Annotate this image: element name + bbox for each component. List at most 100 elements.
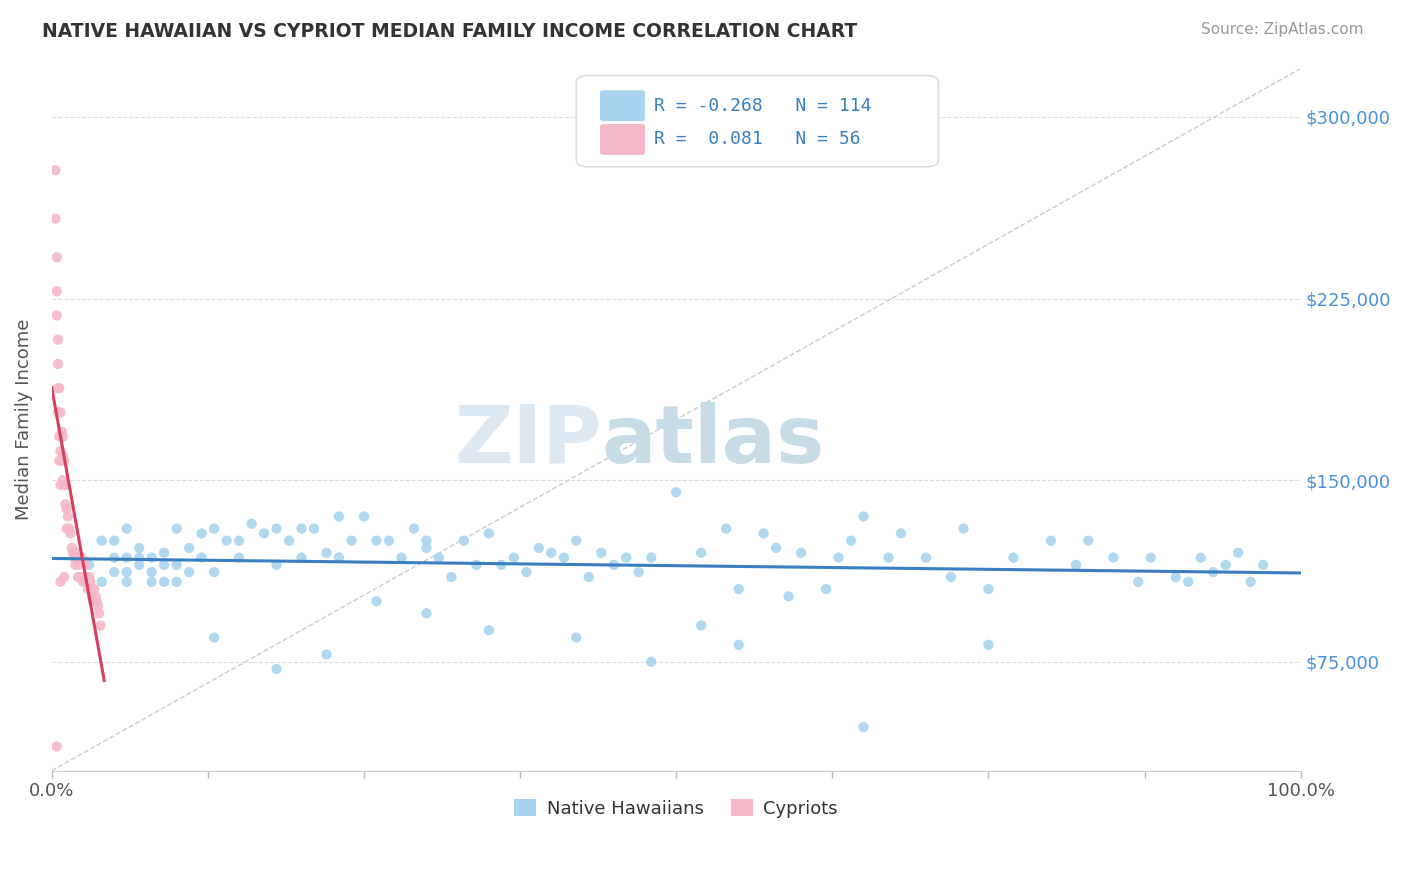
Point xyxy=(48,454,70,468)
Point xyxy=(67,558,90,572)
Text: R = -0.268   N = 114: R = -0.268 N = 114 xyxy=(654,96,872,115)
Point xyxy=(1202,565,1225,579)
Point xyxy=(1177,574,1199,589)
Point xyxy=(1102,550,1125,565)
Point xyxy=(540,546,562,560)
Point xyxy=(565,631,588,645)
Point xyxy=(1164,570,1187,584)
Point xyxy=(952,522,974,536)
Text: atlas: atlas xyxy=(602,401,824,480)
Point xyxy=(115,574,138,589)
Point xyxy=(665,485,688,500)
Point xyxy=(128,541,150,555)
FancyBboxPatch shape xyxy=(576,76,938,167)
Point xyxy=(815,582,838,596)
Point xyxy=(59,526,82,541)
Point xyxy=(202,631,225,645)
Point xyxy=(328,509,350,524)
Point xyxy=(153,574,176,589)
Point xyxy=(591,546,613,560)
Point xyxy=(103,565,125,579)
Point xyxy=(827,550,849,565)
Point xyxy=(46,381,69,395)
Point xyxy=(328,550,350,565)
Point xyxy=(48,429,70,443)
Point xyxy=(60,541,83,555)
Point xyxy=(83,582,105,596)
Point xyxy=(614,550,637,565)
Point xyxy=(527,541,550,555)
Point xyxy=(1215,558,1237,572)
Point xyxy=(44,211,66,226)
Point xyxy=(640,655,662,669)
FancyBboxPatch shape xyxy=(600,124,645,155)
Point xyxy=(66,546,89,560)
Point xyxy=(128,550,150,565)
Point xyxy=(58,522,80,536)
Point xyxy=(877,550,900,565)
Text: NATIVE HAWAIIAN VS CYPRIOT MEDIAN FAMILY INCOME CORRELATION CHART: NATIVE HAWAIIAN VS CYPRIOT MEDIAN FAMILY… xyxy=(42,22,858,41)
Point xyxy=(1128,574,1150,589)
Point xyxy=(202,522,225,536)
Point xyxy=(72,574,94,589)
Point xyxy=(690,546,713,560)
Point xyxy=(391,550,413,565)
Point xyxy=(1251,558,1274,572)
Point xyxy=(115,565,138,579)
Point xyxy=(415,607,437,621)
Point xyxy=(69,570,91,584)
Point xyxy=(915,550,938,565)
Point xyxy=(190,550,212,565)
Point xyxy=(315,648,337,662)
Point xyxy=(266,558,288,572)
Point xyxy=(1039,533,1062,548)
Point xyxy=(1002,550,1025,565)
Point xyxy=(977,638,1000,652)
Point xyxy=(52,473,75,487)
Point xyxy=(55,478,77,492)
Point xyxy=(62,546,84,560)
Point xyxy=(141,574,163,589)
Point xyxy=(53,454,76,468)
Point xyxy=(453,533,475,548)
Point xyxy=(415,533,437,548)
Point xyxy=(153,546,176,560)
Point xyxy=(790,546,813,560)
Point xyxy=(578,570,600,584)
Point xyxy=(45,309,67,323)
Point xyxy=(1240,574,1263,589)
Point xyxy=(290,550,312,565)
Point xyxy=(603,558,626,572)
Point xyxy=(240,516,263,531)
Point xyxy=(66,546,89,560)
Point xyxy=(939,570,962,584)
Text: Source: ZipAtlas.com: Source: ZipAtlas.com xyxy=(1201,22,1364,37)
Point xyxy=(340,533,363,548)
Point xyxy=(73,570,96,584)
Point xyxy=(315,546,337,560)
Point xyxy=(75,558,97,572)
Text: ZIP: ZIP xyxy=(454,401,602,480)
Y-axis label: Median Family Income: Median Family Income xyxy=(15,319,32,520)
Point xyxy=(141,550,163,565)
Point xyxy=(977,582,1000,596)
Point xyxy=(402,522,425,536)
Point xyxy=(51,425,73,439)
Point xyxy=(76,574,98,589)
Point xyxy=(202,565,225,579)
Point xyxy=(640,550,662,565)
Point xyxy=(502,550,524,565)
Point xyxy=(141,565,163,579)
Point xyxy=(253,526,276,541)
Point xyxy=(778,590,800,604)
Point xyxy=(890,526,912,541)
Point xyxy=(727,582,749,596)
Point xyxy=(1077,533,1099,548)
Point xyxy=(690,618,713,632)
Point xyxy=(52,449,75,463)
Point xyxy=(427,550,450,565)
Point xyxy=(90,533,112,548)
Point xyxy=(63,550,86,565)
Point xyxy=(45,739,67,754)
FancyBboxPatch shape xyxy=(600,90,645,121)
